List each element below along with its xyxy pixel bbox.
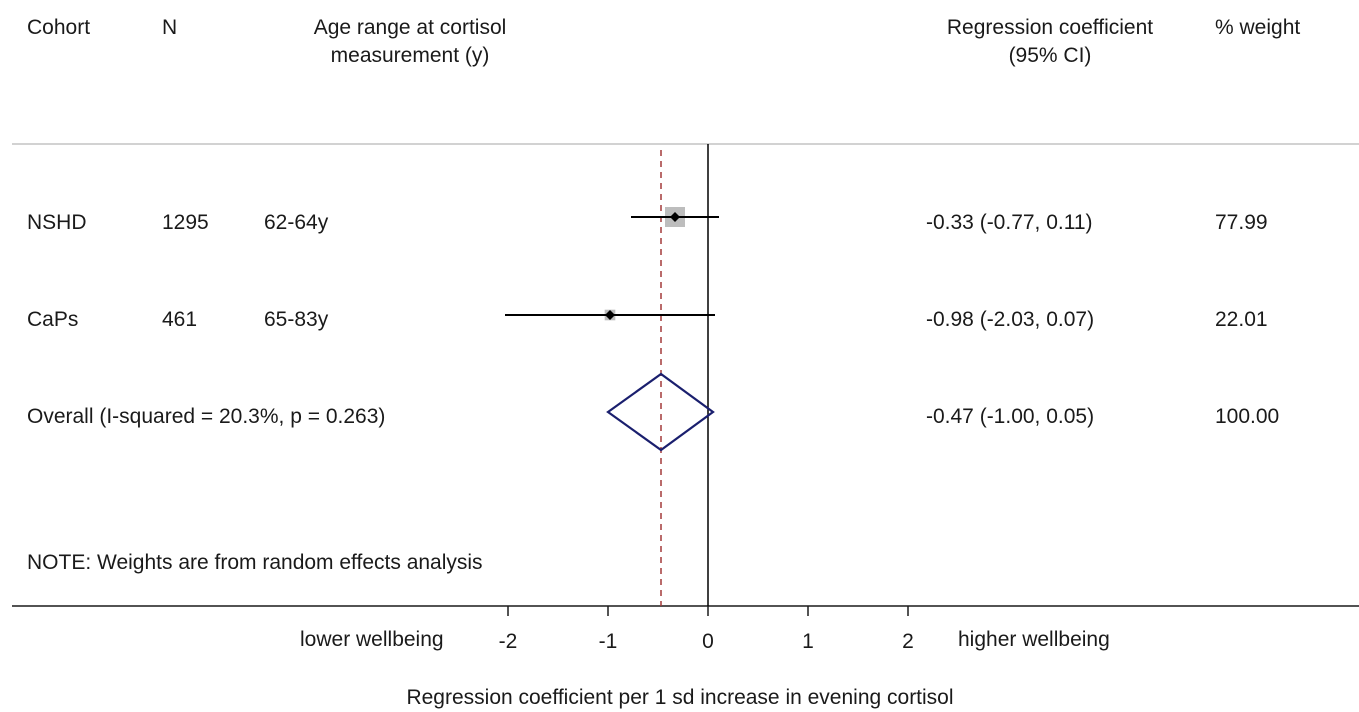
row-ci-text: -0.33 (-0.77, 0.11) — [926, 211, 1093, 234]
study-point-estimate — [670, 212, 680, 222]
axis-right-label: higher wellbeing — [958, 628, 1110, 651]
overall-weight: 100.00 — [1215, 405, 1280, 428]
row-cohort: CaPs — [27, 308, 79, 331]
row-weight: 22.01 — [1215, 308, 1268, 331]
x-tick-label: 2 — [902, 630, 914, 653]
overall-diamond — [606, 372, 715, 452]
x-tick-label: 1 — [802, 630, 814, 653]
header-age-line2: measurement (y) — [330, 44, 490, 67]
header-weight: % weight — [1215, 16, 1301, 39]
x-tick-label: -2 — [499, 630, 518, 653]
x-tick-label: 0 — [702, 630, 714, 653]
header-n: N — [162, 16, 178, 39]
header-coef-line2: (95% CI) — [1008, 44, 1092, 67]
row-cohort: NSHD — [27, 211, 87, 234]
study-point-estimate — [605, 310, 615, 320]
overall-ci-text: -0.47 (-1.00, 0.05) — [926, 405, 1095, 428]
note-text: NOTE: Weights are from random effects an… — [27, 551, 483, 574]
x-axis-title: Regression coefficient per 1 sd increase… — [406, 686, 954, 709]
row-n: 1295 — [162, 211, 209, 234]
axis-left-label: lower wellbeing — [300, 628, 444, 651]
row-age: 62-64y — [264, 211, 329, 234]
header-age-line1: Age range at cortisol — [313, 16, 507, 39]
x-tick-label: -1 — [599, 630, 618, 653]
header-coef-line1: Regression coefficient — [946, 16, 1154, 39]
row-weight: 77.99 — [1215, 211, 1268, 234]
row-age: 65-83y — [264, 308, 329, 331]
header-cohort: Cohort — [27, 16, 91, 39]
overall-label: Overall (I-squared = 20.3%, p = 0.263) — [27, 405, 386, 428]
row-ci-text: -0.98 (-2.03, 0.07) — [926, 308, 1095, 331]
row-n: 461 — [162, 308, 198, 331]
